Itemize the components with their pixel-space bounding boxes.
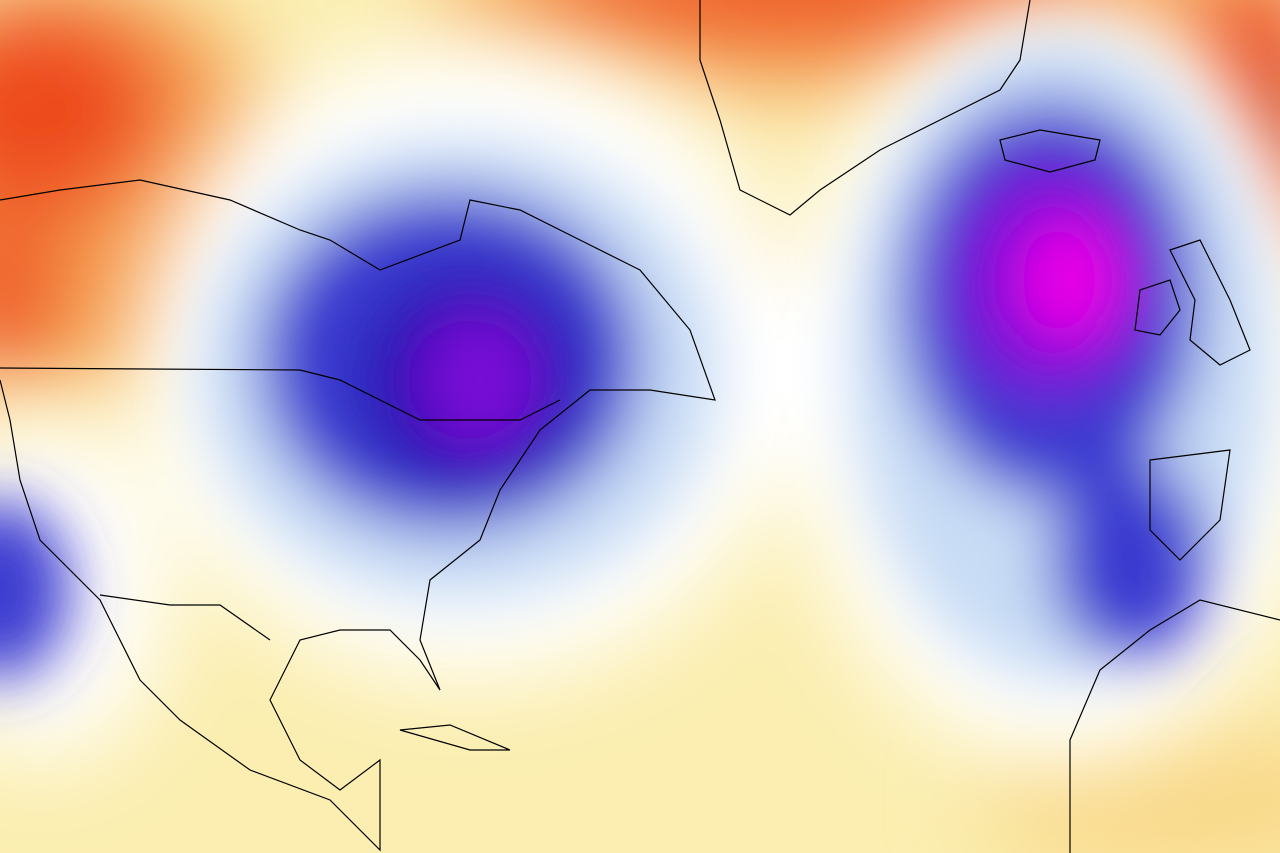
us-mexico-border <box>99 594 271 641</box>
cuba-outline <box>399 724 511 751</box>
iceland-outline <box>999 129 1101 173</box>
ireland-outline <box>1134 279 1181 336</box>
africa-outline <box>1069 599 1280 853</box>
cool-anomalies <box>0 40 1270 680</box>
greenland-outline <box>699 0 1031 216</box>
iberia-outline <box>1149 449 1231 561</box>
britain-outline <box>1169 239 1251 366</box>
north-america-outline <box>0 179 716 852</box>
us-canada-border <box>0 367 561 421</box>
